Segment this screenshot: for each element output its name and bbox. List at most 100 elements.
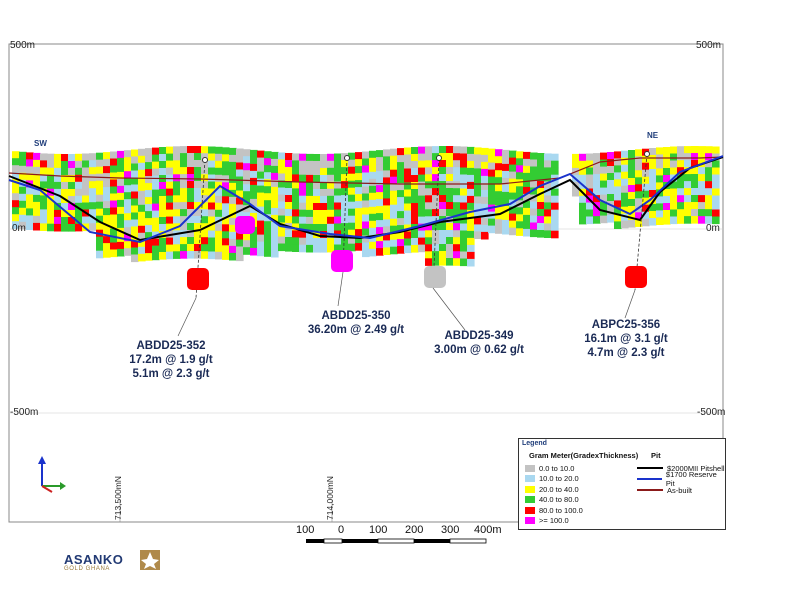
grade-block bbox=[222, 189, 230, 197]
grade-block bbox=[138, 225, 146, 234]
grade-block bbox=[215, 174, 223, 183]
grade-block bbox=[698, 174, 706, 182]
grade-block bbox=[236, 204, 244, 213]
grade-block bbox=[19, 151, 27, 160]
grade-block bbox=[187, 181, 195, 189]
grade-block bbox=[271, 242, 279, 251]
grade-block bbox=[110, 221, 118, 230]
grade-block bbox=[117, 241, 125, 250]
grade-block bbox=[712, 160, 720, 169]
logo-subtitle: GOLD GHANA bbox=[64, 566, 111, 572]
grade-block bbox=[593, 209, 601, 217]
grade-block bbox=[257, 199, 265, 208]
grade-block bbox=[278, 194, 286, 203]
grade-block bbox=[54, 160, 62, 169]
grade-block bbox=[383, 219, 391, 227]
grade-block bbox=[306, 223, 314, 232]
drillhole-trace-350 bbox=[342, 157, 348, 271]
grade-block bbox=[432, 251, 440, 259]
grade-block bbox=[341, 223, 349, 231]
grade-block bbox=[404, 245, 412, 254]
grade-block bbox=[341, 202, 349, 210]
grade-block bbox=[579, 202, 587, 211]
grade-block bbox=[439, 160, 447, 168]
grade-block bbox=[229, 238, 237, 247]
grade-block bbox=[124, 185, 132, 193]
grade-block bbox=[320, 217, 328, 225]
grade-block bbox=[362, 228, 370, 237]
grade-block bbox=[362, 158, 370, 167]
grade-block bbox=[460, 251, 468, 260]
grade-block bbox=[187, 244, 195, 252]
grade-block bbox=[194, 181, 202, 189]
grade-block bbox=[656, 210, 664, 218]
grade-block bbox=[194, 223, 202, 231]
grade-block bbox=[537, 188, 545, 196]
grade-block bbox=[467, 202, 475, 211]
grade-block bbox=[110, 228, 118, 237]
grade-block bbox=[229, 161, 237, 170]
grade-block bbox=[131, 184, 139, 193]
grade-block bbox=[75, 202, 83, 211]
grade-block bbox=[677, 195, 685, 203]
grade-block bbox=[495, 219, 503, 227]
grade-block bbox=[600, 208, 608, 217]
grade-block bbox=[313, 238, 321, 246]
grade-block bbox=[586, 216, 594, 225]
grade-block bbox=[516, 151, 524, 159]
grade-block bbox=[103, 159, 111, 167]
grade-block bbox=[523, 158, 531, 167]
grade-block bbox=[488, 155, 496, 164]
grade-block bbox=[390, 239, 398, 248]
grade-block bbox=[551, 209, 559, 218]
grade-block bbox=[355, 187, 363, 195]
grade-block bbox=[173, 202, 181, 210]
grade-block bbox=[33, 187, 41, 196]
grade-block bbox=[495, 226, 503, 234]
grade-block bbox=[453, 167, 461, 175]
grade-block bbox=[474, 154, 482, 162]
grade-block bbox=[628, 185, 636, 193]
grade-block bbox=[229, 196, 237, 205]
grade-block bbox=[327, 188, 335, 197]
scale-label: 100 bbox=[296, 524, 315, 536]
grade-block bbox=[362, 193, 370, 202]
grade-block bbox=[481, 182, 489, 191]
grade-block bbox=[481, 147, 489, 156]
intercept-356 bbox=[625, 266, 647, 288]
grade-block bbox=[705, 188, 713, 196]
grade-block bbox=[82, 167, 90, 176]
grade-block bbox=[628, 220, 636, 228]
grade-block bbox=[530, 229, 538, 238]
grade-block bbox=[110, 242, 118, 251]
grade-block bbox=[159, 147, 167, 155]
grade-block bbox=[355, 159, 363, 167]
grade-block bbox=[607, 187, 615, 195]
grade-block bbox=[131, 212, 139, 221]
grade-block bbox=[411, 175, 419, 183]
grade-block bbox=[551, 188, 559, 197]
grade-block bbox=[26, 208, 34, 216]
grade-block bbox=[47, 202, 55, 211]
grade-block bbox=[124, 248, 132, 256]
grade-block bbox=[327, 223, 335, 232]
grade-block bbox=[180, 195, 188, 203]
grade-block bbox=[250, 184, 258, 193]
grade-block bbox=[173, 167, 181, 175]
grade-block bbox=[348, 187, 356, 196]
elev-top-right: 500m bbox=[696, 40, 722, 51]
grade-block bbox=[222, 203, 230, 211]
grade-block bbox=[166, 167, 174, 176]
grade-block bbox=[313, 217, 321, 225]
grade-block bbox=[173, 216, 181, 224]
grade-block bbox=[530, 201, 538, 210]
hole-label-349: ABDD25-349 3.00m @ 0.62 g/t bbox=[414, 329, 544, 357]
grade-block bbox=[96, 215, 104, 224]
grade-block bbox=[649, 204, 657, 212]
scale-bar bbox=[306, 538, 487, 544]
grade-block bbox=[397, 190, 405, 198]
grade-block bbox=[684, 216, 692, 224]
grade-block bbox=[194, 174, 202, 182]
grade-block bbox=[82, 195, 90, 204]
grade-block bbox=[187, 167, 195, 175]
